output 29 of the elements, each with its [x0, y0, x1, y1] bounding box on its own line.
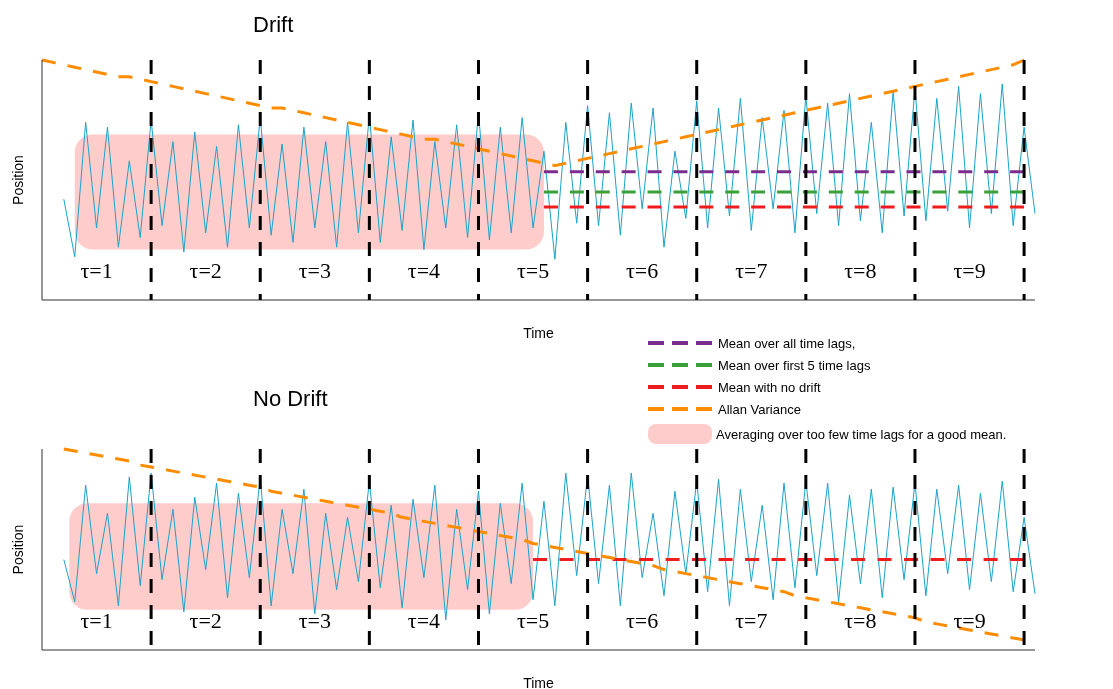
legend-label: Mean over first 5 time lags	[718, 357, 871, 373]
annotation: τ=6	[625, 258, 660, 284]
annotation: τ=1	[79, 258, 114, 284]
x-axis-title: Time	[523, 675, 555, 689]
annotation: τ=8	[843, 608, 878, 634]
text: Averaging over too few time lags for a good mean.	[716, 426, 1007, 442]
annotation: τ=8	[843, 258, 878, 284]
annotation: τ=5	[515, 608, 551, 634]
annotation: τ=4	[406, 608, 442, 634]
legend-label: Mean over all time lags,	[718, 335, 856, 351]
annotation: τ=9	[952, 608, 987, 634]
annotation: τ=5	[515, 258, 551, 284]
y-axis-title: Position	[9, 524, 26, 575]
annotation: τ=3	[297, 608, 332, 634]
annotation: τ=4	[406, 258, 442, 284]
annotation: τ=2	[188, 258, 223, 284]
x-axis-title: Time	[523, 325, 555, 341]
annotation: τ=2	[188, 608, 223, 634]
annotation: τ=9	[952, 258, 987, 284]
chart-title: Drift	[253, 12, 294, 38]
annotation: τ=6	[625, 608, 660, 634]
annotation: τ=7	[734, 258, 769, 284]
legend-label: Allan Variance	[718, 401, 801, 417]
annotation: τ=1	[79, 608, 114, 634]
annotation: τ=7	[734, 608, 769, 634]
y-axis-title: Position	[9, 155, 26, 205]
annotation: τ=3	[297, 258, 332, 284]
chart-title: No Drift	[253, 386, 328, 412]
legend-label: Mean with no drift	[718, 379, 821, 395]
